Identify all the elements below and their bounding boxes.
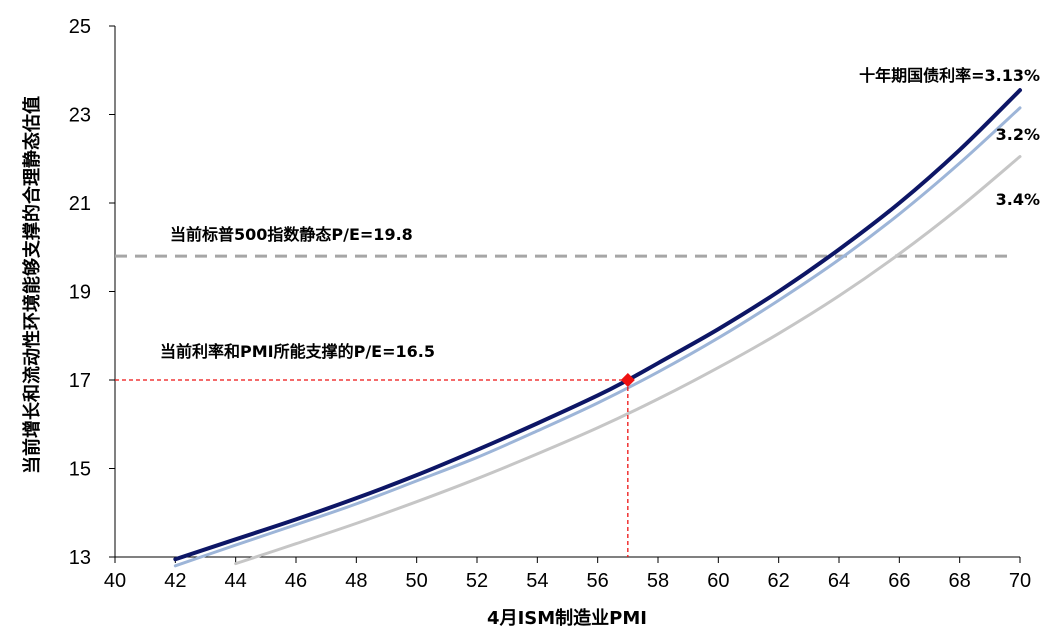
x-tick-label: 50 <box>406 570 428 592</box>
x-axis-title: 4月ISM制造业PMI <box>487 607 647 629</box>
highlight-diamond-marker <box>620 373 635 387</box>
highlight-point-label: 当前利率和PMI所能支撑的P/E=16.5 <box>160 342 435 361</box>
x-tick-label: 48 <box>345 570 367 592</box>
x-tick-label: 46 <box>285 570 307 592</box>
series-line-3 <box>234 155 1022 566</box>
y-tick-label: 13 <box>69 547 91 569</box>
reference-line-label: 当前标普500指数静态P/E=19.8 <box>170 225 413 244</box>
tick-labels: 40 42 44 46 48 50 52 54 56 58 60 62 64 66 68 70 13 15 17 19… <box>69 16 1031 592</box>
x-tick-label: 40 <box>104 570 126 592</box>
y-axis-title: 当前增长和流动性环境能够支撑的合理静态估值 <box>21 96 43 474</box>
series-label-3-2: 3.2% <box>996 125 1040 144</box>
y-tick-label: 21 <box>69 193 91 215</box>
x-tick-label: 54 <box>526 570 548 592</box>
y-tick-label: 15 <box>69 459 91 481</box>
series-line-1 <box>173 88 1022 562</box>
y-tick-label: 17 <box>69 370 91 392</box>
x-tick-label: 62 <box>768 570 790 592</box>
axes <box>109 25 1021 563</box>
series-label-3-13: 十年期国债利率=3.13% <box>859 66 1040 85</box>
annotations: 当前标普500指数静态P/E=19.8 当前利率和PMI所能支撑的P/E=16.… <box>21 66 1040 629</box>
series-lines <box>173 88 1022 568</box>
x-tick-label: 64 <box>828 570 850 592</box>
y-tick-label: 23 <box>69 105 91 127</box>
x-tick-label: 44 <box>225 570 247 592</box>
highlight-marker <box>115 373 635 557</box>
x-tick-label: 66 <box>888 570 910 592</box>
x-tick-label: 60 <box>707 570 729 592</box>
x-tick-label: 52 <box>466 570 488 592</box>
x-tick-label: 56 <box>587 570 609 592</box>
x-tick-label: 42 <box>164 570 186 592</box>
y-tick-label: 25 <box>69 16 91 38</box>
x-tick-label: 58 <box>647 570 669 592</box>
x-tick-label: 70 <box>1009 570 1031 592</box>
series-line-2 <box>173 106 1022 568</box>
x-tick-label: 68 <box>949 570 971 592</box>
series-label-3-4: 3.4% <box>996 190 1040 209</box>
y-tick-label: 19 <box>69 282 91 304</box>
